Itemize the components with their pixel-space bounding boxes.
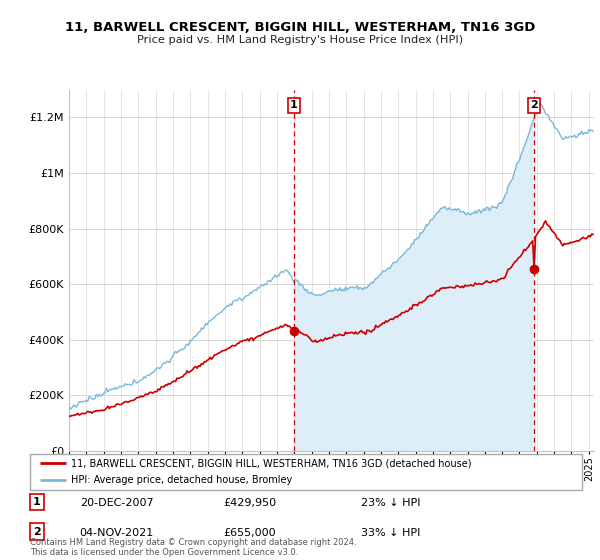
Text: 1: 1 <box>33 497 41 507</box>
Text: 1: 1 <box>290 100 298 110</box>
Text: Contains HM Land Registry data © Crown copyright and database right 2024.
This d: Contains HM Land Registry data © Crown c… <box>30 538 356 557</box>
Text: 2: 2 <box>530 100 538 110</box>
Text: 33% ↓ HPI: 33% ↓ HPI <box>361 528 421 538</box>
FancyBboxPatch shape <box>30 454 582 490</box>
Text: 04-NOV-2021: 04-NOV-2021 <box>80 528 154 538</box>
Text: 11, BARWELL CRESCENT, BIGGIN HILL, WESTERHAM, TN16 3GD: 11, BARWELL CRESCENT, BIGGIN HILL, WESTE… <box>65 21 535 34</box>
Text: £429,950: £429,950 <box>223 498 277 508</box>
Text: £655,000: £655,000 <box>223 528 276 538</box>
Text: 23% ↓ HPI: 23% ↓ HPI <box>361 498 421 508</box>
Text: 20-DEC-2007: 20-DEC-2007 <box>80 498 154 508</box>
Text: 2: 2 <box>33 526 41 536</box>
Text: Price paid vs. HM Land Registry's House Price Index (HPI): Price paid vs. HM Land Registry's House … <box>137 35 463 45</box>
Text: HPI: Average price, detached house, Bromley: HPI: Average price, detached house, Brom… <box>71 475 293 485</box>
Text: 11, BARWELL CRESCENT, BIGGIN HILL, WESTERHAM, TN16 3GD (detached house): 11, BARWELL CRESCENT, BIGGIN HILL, WESTE… <box>71 459 472 468</box>
